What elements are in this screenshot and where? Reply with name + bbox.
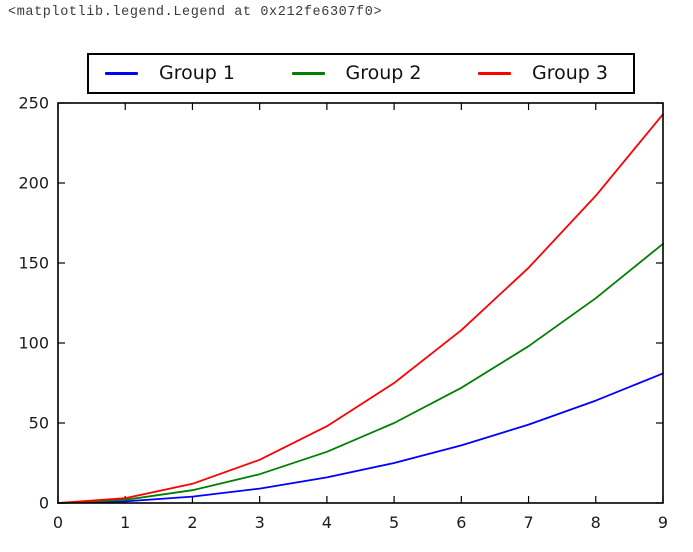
legend-repr-text: <matplotlib.legend.Legend at 0x212fe6307…	[8, 5, 383, 20]
legend-item-group-2: Group 2	[291, 62, 422, 84]
y-tick-label: 0	[39, 494, 49, 513]
legend-line-sample-group-3	[478, 72, 511, 75]
x-tick-label: 9	[658, 513, 668, 532]
legend-label-group-1: Group 1	[159, 62, 235, 84]
x-tick-label: 0	[53, 513, 63, 532]
legend-label-group-3: Group 3	[532, 62, 608, 84]
x-tick-label: 1	[120, 513, 130, 532]
x-tick-label: 2	[187, 513, 197, 532]
legend-item-group-1: Group 1	[105, 64, 235, 83]
x-tick-label: 4	[322, 513, 332, 532]
legend-label-group-2: Group 2	[345, 62, 422, 84]
legend-box: Group 1 Group 2 Group 3	[87, 53, 635, 94]
y-tick-label: 200	[18, 174, 49, 193]
legend-item-group-3: Group 3	[478, 64, 608, 83]
series-line-group-3	[57, 113, 664, 504]
x-tick-label: 3	[255, 513, 265, 532]
series-line-group-1	[57, 372, 664, 504]
axes-plot: 0 1 2 3 4 5 6 7 8 9 0 50 100 150 200 250	[18, 95, 668, 532]
x-tick-label: 5	[389, 513, 399, 532]
y-tick-label: 50	[29, 414, 49, 433]
series-line-group-2	[57, 242, 664, 504]
y-tick-label: 150	[18, 254, 49, 273]
legend-line-sample-group-2	[291, 72, 325, 75]
y-tick-label: 250	[18, 95, 49, 113]
legend-line-sample-group-1	[105, 72, 138, 75]
x-tick-label: 7	[523, 513, 533, 532]
x-tick-label: 8	[591, 513, 601, 532]
axes-frame	[57, 102, 664, 504]
y-tick-label: 100	[18, 334, 49, 353]
x-tick-label: 6	[456, 513, 466, 532]
